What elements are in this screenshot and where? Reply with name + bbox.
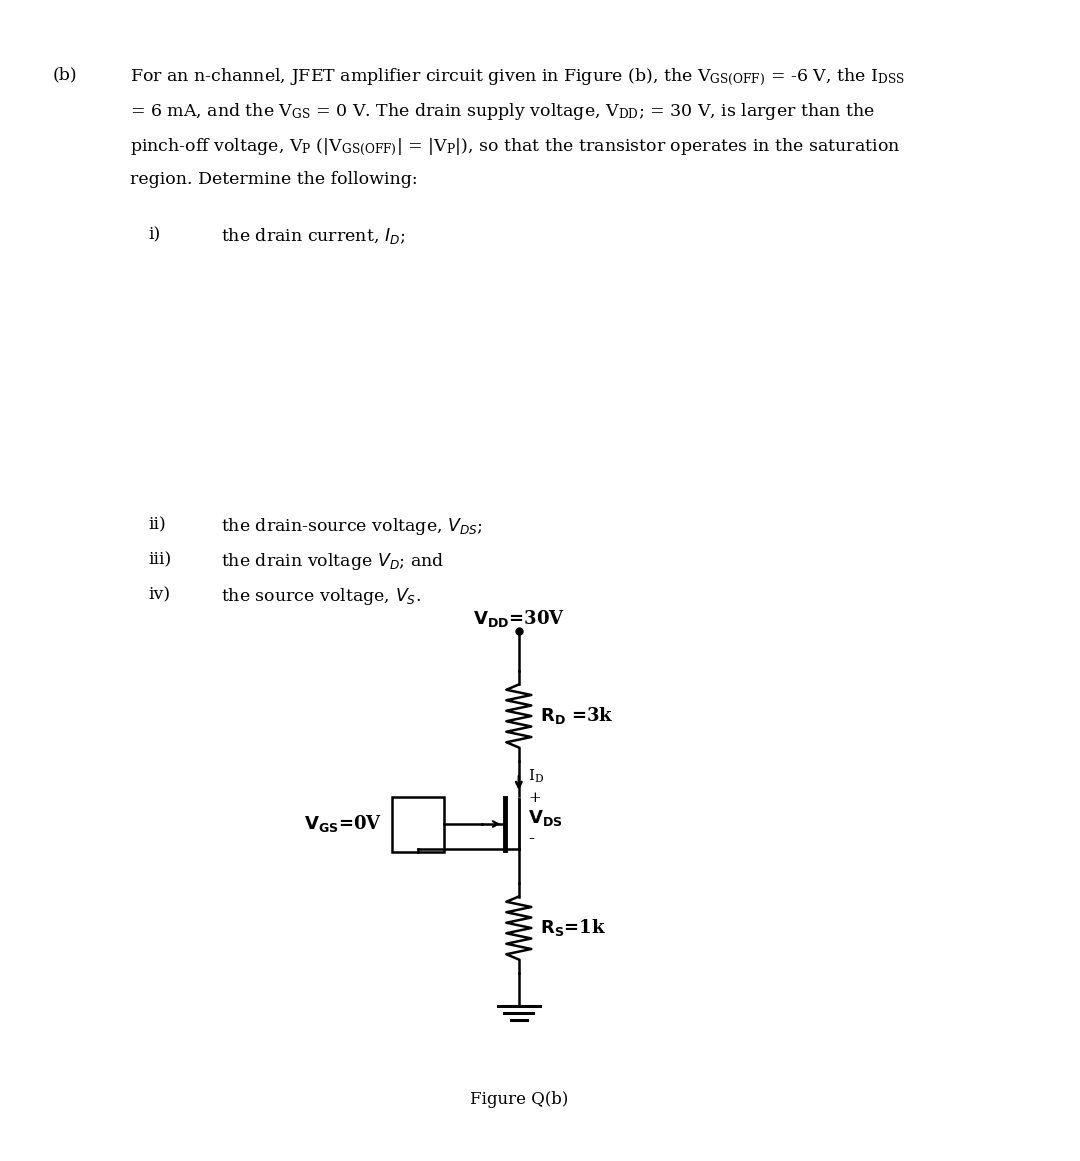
Text: Figure Q(b): Figure Q(b) bbox=[470, 1091, 568, 1108]
Text: = 6 mA, and the $\mathregular{V_{GS}}$ = 0 V. The drain supply voltage, $\mathre: = 6 mA, and the $\mathregular{V_{GS}}$ =… bbox=[130, 101, 875, 122]
Text: For an n-channel, JFET amplifier circuit given in Figure (b), the $\mathregular{: For an n-channel, JFET amplifier circuit… bbox=[130, 66, 904, 88]
Text: $\mathbf{V_{GS}}$=0V: $\mathbf{V_{GS}}$=0V bbox=[305, 814, 382, 835]
Text: ii): ii) bbox=[149, 515, 166, 533]
Text: pinch-off voltage, $\mathregular{V_P}$ ($\mathregular{|V_{GS(OFF)}|}$ = $\mathre: pinch-off voltage, $\mathregular{V_P}$ (… bbox=[130, 136, 900, 158]
Text: $\mathbf{V_{DD}}$=30V: $\mathbf{V_{DD}}$=30V bbox=[473, 608, 565, 629]
Text: the drain voltage $V_D$; and: the drain voltage $V_D$; and bbox=[221, 551, 444, 572]
Bar bbox=[392, 796, 444, 851]
Text: the drain-source voltage, $V_{DS}$;: the drain-source voltage, $V_{DS}$; bbox=[221, 515, 483, 538]
Text: the source voltage, $V_S$.: the source voltage, $V_S$. bbox=[221, 586, 421, 607]
Text: iv): iv) bbox=[149, 586, 171, 603]
Text: $\mathbf{V_{DS}}$: $\mathbf{V_{DS}}$ bbox=[528, 808, 563, 828]
Text: +: + bbox=[528, 791, 541, 805]
Text: i): i) bbox=[149, 226, 161, 243]
Text: region. Determine the following:: region. Determine the following: bbox=[130, 171, 417, 188]
Text: $\mathbf{R_S}$=1k: $\mathbf{R_S}$=1k bbox=[540, 917, 606, 938]
Text: $\mathbf{R_D}$ =3k: $\mathbf{R_D}$ =3k bbox=[540, 706, 613, 727]
Text: iii): iii) bbox=[149, 551, 172, 568]
Text: $\mathregular{I_D}$: $\mathregular{I_D}$ bbox=[528, 767, 544, 785]
Text: the drain current, $I_D$;: the drain current, $I_D$; bbox=[221, 226, 405, 246]
Text: -: - bbox=[528, 830, 535, 848]
Text: (b): (b) bbox=[53, 66, 78, 82]
